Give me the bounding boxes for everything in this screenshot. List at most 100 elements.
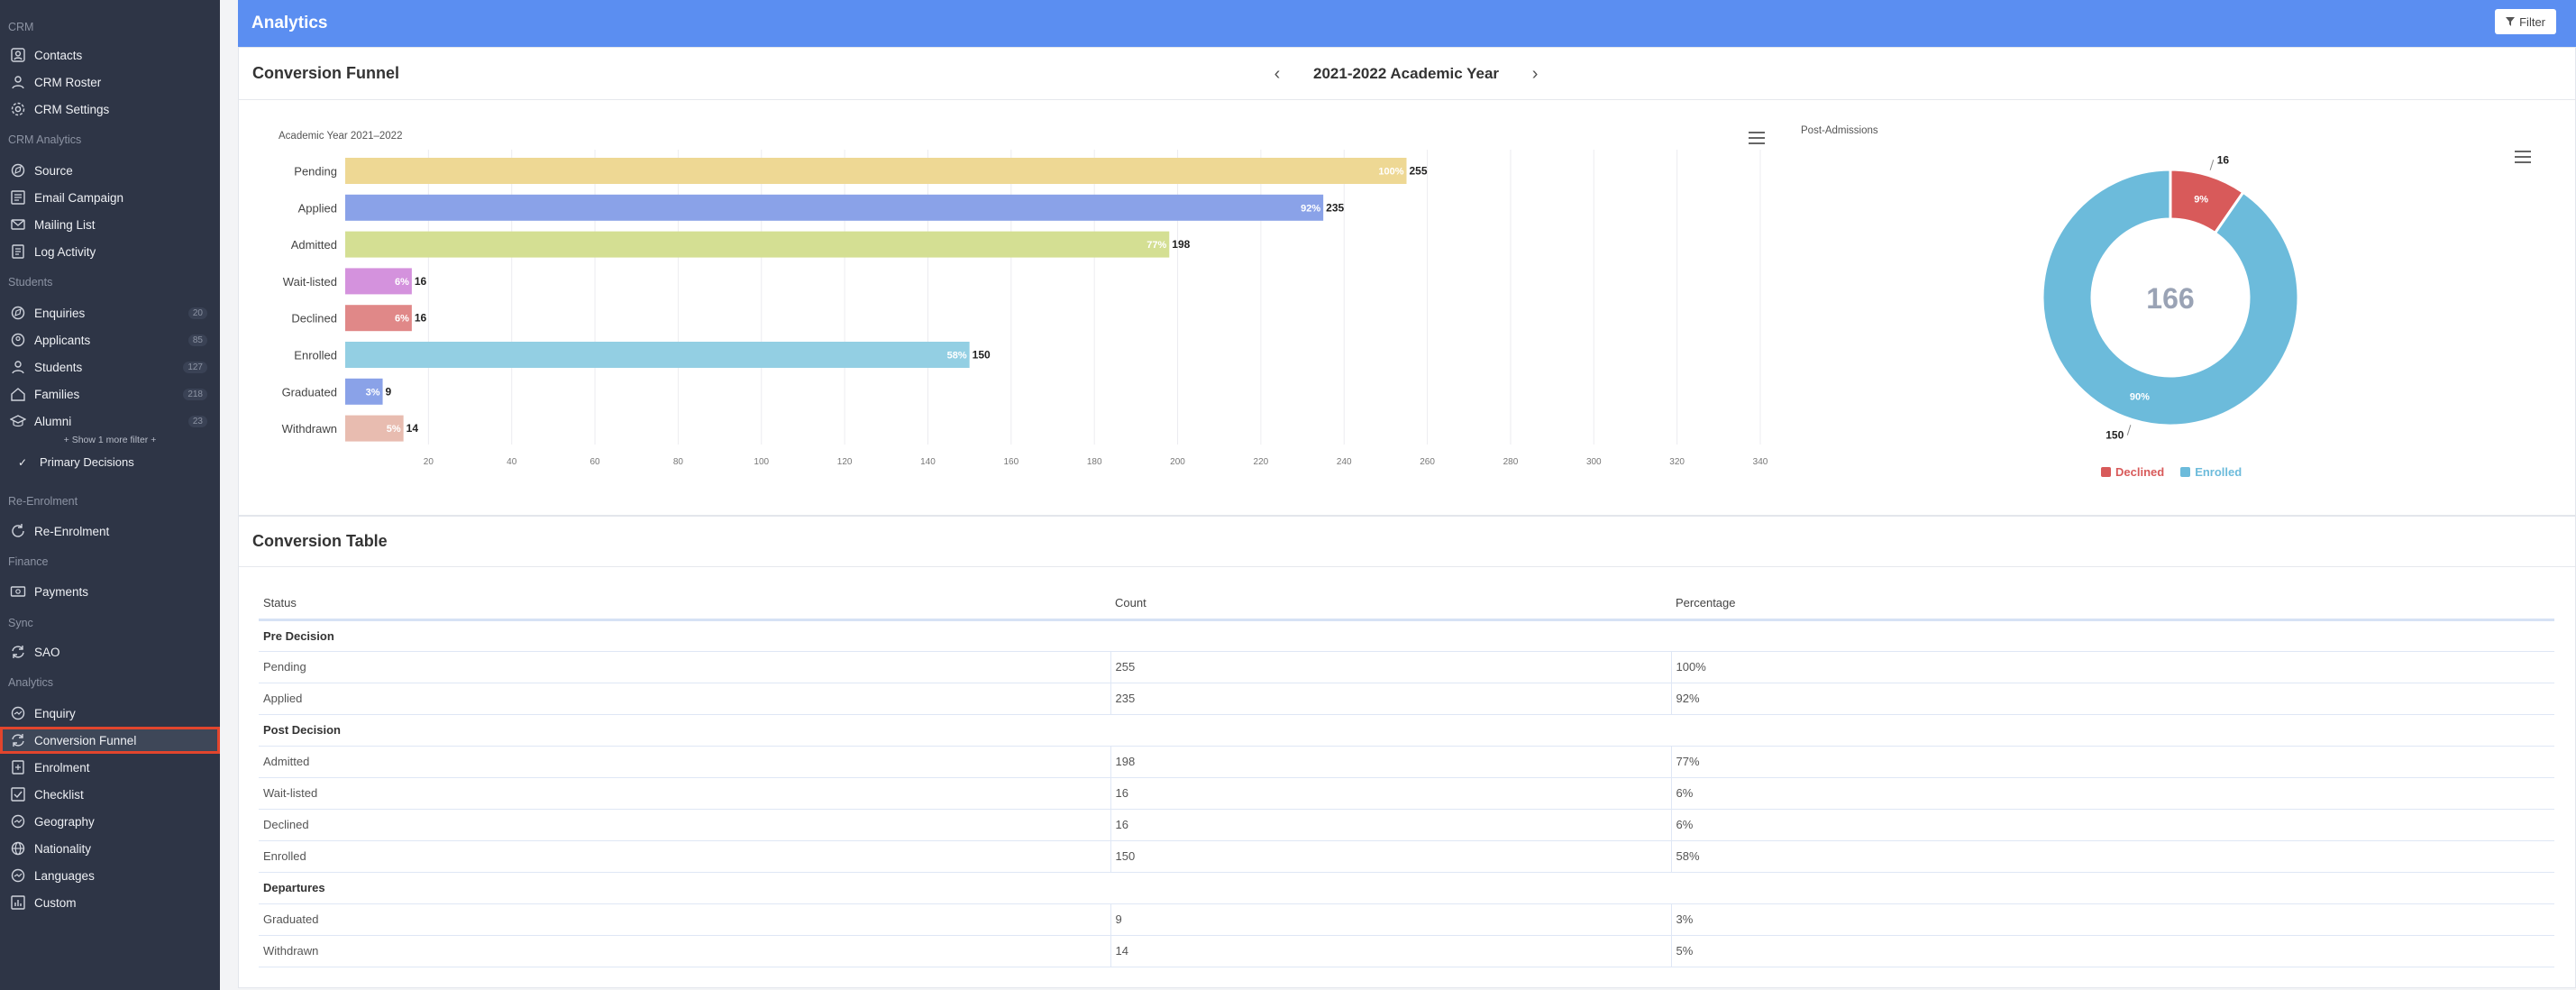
section-label: Pre Decision: [259, 619, 2554, 652]
sidebar-item-crm-roster[interactable]: CRM Roster: [0, 69, 220, 96]
sidebar-group-sync: Sync: [8, 617, 33, 629]
next-year-button[interactable]: ›: [1531, 63, 1539, 84]
bar-graduated[interactable]: [345, 378, 383, 405]
sidebar-item-payments[interactable]: Payments: [0, 578, 220, 605]
table-row[interactable]: Graduated 9 3%: [259, 903, 2554, 936]
sidebar-item-enquiries[interactable]: Enquiries 20: [0, 299, 220, 326]
year-navigator: ‹ 2021-2022 Academic Year ›: [1266, 48, 1546, 100]
table-row[interactable]: Pending 255 100%: [259, 651, 2554, 683]
table-row[interactable]: Enrolled 150 58%: [259, 840, 2554, 873]
x-tick-label: 220: [1254, 457, 1269, 467]
status-cell: Declined: [259, 809, 1110, 841]
sidebar-item-students[interactable]: Students 127: [0, 353, 220, 380]
sidebar-item-alumni[interactable]: Alumni 23: [0, 408, 220, 435]
count-badge: 218: [183, 388, 207, 400]
mail-icon: [10, 216, 26, 233]
document-icon: [10, 189, 26, 206]
bar-declined[interactable]: [345, 305, 412, 332]
percentage-cell: 6%: [1670, 777, 2554, 810]
filter-button[interactable]: Filter: [2495, 9, 2556, 34]
sidebar-item-label: Languages: [34, 868, 95, 883]
sidebar-item-languages[interactable]: Languages: [0, 862, 220, 889]
percentage-cell: 77%: [1670, 746, 2554, 778]
sidebar-item-nationality[interactable]: Nationality: [0, 835, 220, 862]
legend-swatch: [2101, 467, 2111, 477]
sidebar-item-email-campaign[interactable]: Email Campaign: [0, 184, 220, 211]
sidebar-item-source[interactable]: Source: [0, 157, 220, 184]
check-icon: ✓: [18, 455, 28, 469]
status-cell: Enrolled: [259, 840, 1110, 873]
bar-chart-menu-icon[interactable]: [1749, 132, 1765, 144]
bar-admitted[interactable]: [345, 231, 1170, 258]
sidebar-item-label: Enquiries: [34, 306, 86, 320]
sidebar-item-log-activity[interactable]: Log Activity: [0, 238, 220, 265]
x-tick-label: 140: [920, 457, 936, 467]
x-tick-label: 40: [507, 457, 517, 467]
category-label: Wait-listed: [283, 275, 337, 289]
page-header: Analytics Filter: [238, 0, 2576, 47]
donut-center-total: 166: [2146, 282, 2194, 315]
sidebar-item-crm-settings[interactable]: CRM Settings: [0, 96, 220, 123]
table-row[interactable]: Declined 16 6%: [259, 809, 2554, 841]
legend-item-enrolled[interactable]: Enrolled: [2180, 465, 2242, 479]
table-row[interactable]: Withdrawn 14 5%: [259, 935, 2554, 967]
contacts-icon: [10, 47, 26, 63]
sidebar-item-label: Nationality: [34, 841, 92, 856]
status-cell: Withdrawn: [259, 935, 1110, 967]
donut-chart: 9% 16 90% 150 166: [2041, 153, 2300, 442]
show-more-filter-link[interactable]: + Show 1 more filter +: [63, 435, 157, 445]
sidebar-item-label: Contacts: [34, 48, 83, 62]
table-row[interactable]: Wait-listed 16 6%: [259, 777, 2554, 810]
sidebar-item-custom[interactable]: Custom: [0, 889, 220, 916]
home-icon: [10, 386, 26, 402]
x-tick-label: 180: [1087, 457, 1102, 467]
sidebar-item-label: CRM Settings: [34, 102, 110, 116]
prev-year-button[interactable]: ‹: [1274, 63, 1281, 84]
gear-icon: [10, 101, 26, 117]
sidebar-item-label: Students: [34, 360, 83, 374]
bar-withdrawn[interactable]: [345, 415, 404, 442]
sidebar-group-finance: Finance: [8, 555, 49, 568]
sidebar-item-sao[interactable]: SAO: [0, 638, 220, 665]
sidebar-item-label: Payments: [34, 584, 89, 599]
sidebar-item-enquiry[interactable]: Enquiry: [0, 700, 220, 727]
sidebar-item-label: Primary Decisions: [40, 455, 134, 469]
sidebar-item-label: Email Campaign: [34, 190, 124, 205]
value-label: 235: [1326, 201, 1344, 214]
bar-applied[interactable]: [345, 194, 1324, 221]
sidebar-item-families[interactable]: Families 218: [0, 380, 220, 408]
sidebar-item-contacts[interactable]: Contacts: [0, 41, 220, 69]
page-title: Analytics: [251, 14, 328, 32]
bar-wait-listed[interactable]: [345, 268, 412, 295]
sidebar-item-primary-decisions[interactable]: ✓ Primary Decisions: [18, 455, 134, 469]
bar-enrolled[interactable]: [345, 342, 970, 368]
count-cell: 16: [1110, 809, 1671, 841]
percentage-cell: 92%: [1670, 683, 2554, 715]
value-label: 9: [386, 385, 392, 398]
donut-chart-menu-icon[interactable]: [2515, 151, 2531, 163]
x-tick-label: 20: [424, 457, 434, 467]
table-row[interactable]: Admitted 198 77%: [259, 746, 2554, 778]
sidebar-item-enrolment[interactable]: Enrolment: [0, 754, 220, 781]
status-cell: Pending: [259, 651, 1110, 683]
refresh-icon: [10, 523, 26, 539]
graduation-icon: [10, 413, 26, 429]
sidebar-item-conversion-funnel[interactable]: Conversion Funnel: [0, 727, 220, 754]
sidebar-item-re-enrolment[interactable]: Re-Enrolment: [0, 518, 220, 545]
sidebar-group-crm: CRM: [8, 21, 34, 33]
table-row[interactable]: Applied 235 92%: [259, 683, 2554, 715]
sidebar: CRM Contacts CRM Roster CRM Settings CRM…: [0, 0, 220, 990]
column-header-percentage: Percentage: [1671, 588, 2554, 621]
sidebar-item-label: Alumni: [34, 414, 72, 428]
legend-item-declined[interactable]: Declined: [2101, 465, 2164, 479]
sidebar-item-checklist[interactable]: Checklist: [0, 781, 220, 808]
sidebar-item-applicants[interactable]: Applicants 85: [0, 326, 220, 353]
count-badge: 85: [187, 334, 207, 346]
bar-pending[interactable]: [345, 158, 1407, 184]
source-icon: [10, 162, 26, 179]
slice-enrolled[interactable]: [2041, 168, 2300, 427]
compass-icon: [10, 305, 26, 321]
sidebar-item-mailing-list[interactable]: Mailing List: [0, 211, 220, 238]
sidebar-item-geography[interactable]: Geography: [0, 808, 220, 835]
applicant-icon: [10, 332, 26, 348]
